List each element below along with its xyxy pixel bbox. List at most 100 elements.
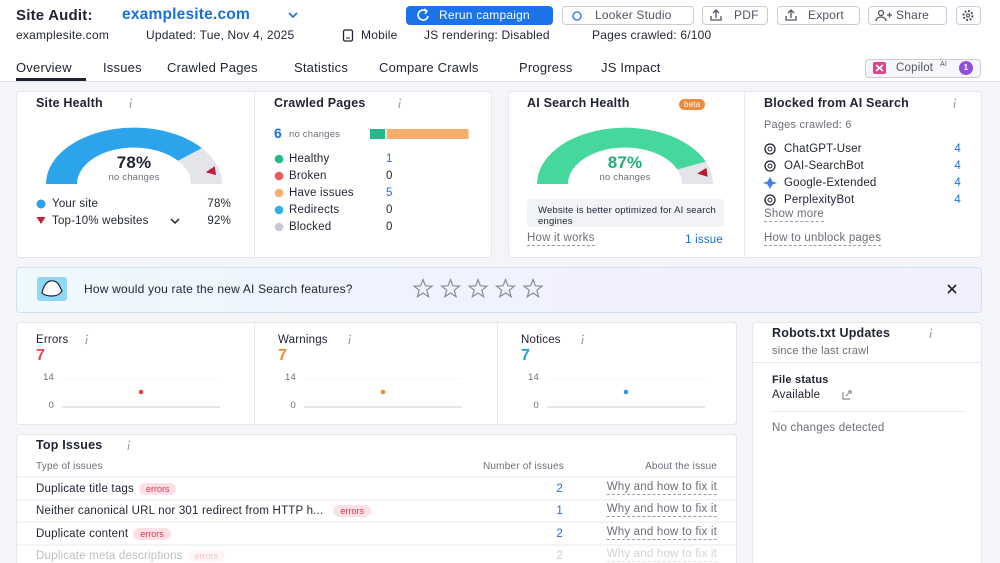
issue-tag: errors — [138, 483, 177, 495]
count-value[interactable]: 7 — [521, 346, 531, 364]
issue-count[interactable]: 2 — [556, 482, 563, 495]
divider — [772, 411, 964, 412]
copilot-button[interactable] — [865, 59, 981, 78]
status-name: Healthy — [289, 152, 330, 165]
header-button-label[interactable]: Export — [808, 7, 844, 22]
header-button[interactable] — [406, 6, 553, 25]
page-title: Site Audit: — [16, 6, 93, 24]
tab-active-underline — [16, 78, 86, 81]
issue-tag: errors — [333, 505, 371, 517]
issue-name: Duplicate title tags — [36, 483, 134, 495]
issue-count[interactable]: 2 — [556, 527, 563, 540]
header-button-label[interactable]: Looker Studio — [595, 7, 672, 22]
show-more-link[interactable]: Show more — [764, 207, 824, 222]
meta-item: Updated: Tue, Nov 4, 2025 — [146, 27, 295, 42]
tab[interactable]: Crawled Pages — [167, 59, 258, 75]
gauge-score: 78% — [116, 153, 152, 173]
divider — [254, 92, 255, 257]
fix-link[interactable]: Why and how to fix it — [606, 547, 717, 562]
domain-link[interactable]: examplesite.com — [122, 6, 250, 24]
status-value: 0 — [386, 169, 393, 182]
meta-item: examplesite.com — [16, 27, 110, 42]
issue-name: Duplicate meta descriptions — [36, 550, 183, 562]
tab[interactable]: Overview — [16, 59, 72, 75]
divider — [744, 92, 745, 257]
legend-name: Your site — [52, 197, 99, 210]
ai-message: Website is better optimized for AI searc… — [538, 205, 717, 227]
count-value[interactable]: 7 — [36, 346, 46, 364]
fix-link[interactable]: Why and how to fix it — [606, 525, 717, 540]
beta-badge: beta — [679, 98, 706, 110]
issues-summary-card — [16, 322, 737, 425]
total-pages: 6 — [274, 125, 282, 142]
card-title: AI Search Health — [527, 96, 630, 111]
copilot-badge-label: 1 — [963, 62, 969, 73]
column-header: Type of issues — [36, 461, 103, 472]
status-value: 0 — [386, 220, 393, 233]
issue-name-row: Duplicate title tags errors — [36, 481, 556, 497]
issue-tag: errors — [133, 528, 171, 540]
issue-count[interactable]: 2 — [556, 549, 563, 562]
header-button-label[interactable]: PDF — [734, 7, 759, 22]
bot-value[interactable]: 4 — [954, 193, 961, 206]
header-button-label[interactable]: Share — [896, 7, 930, 22]
issue-tag: errors — [187, 550, 226, 562]
status-value: 1 — [386, 152, 393, 165]
issue-name-row: Duplicate content errors — [36, 526, 556, 542]
fix-link[interactable]: Why and how to fix it — [606, 502, 717, 517]
card-title: Crawled Pages — [274, 96, 366, 111]
settings-button[interactable] — [956, 6, 981, 25]
divider — [753, 362, 981, 363]
count-title: Warnings — [278, 333, 328, 346]
ai-message-box — [527, 199, 724, 227]
column-header: Number of issues — [482, 461, 564, 472]
legend-name[interactable]: Top-10% websites — [52, 214, 149, 227]
header-button[interactable] — [777, 6, 860, 25]
count-title: Errors — [36, 333, 69, 346]
card-title: Blocked from AI Search — [764, 96, 909, 111]
copilot-label[interactable]: Copilot — [896, 61, 934, 74]
issue-count[interactable]: 1 — [556, 504, 563, 517]
y-tick-label: 14 — [43, 372, 54, 384]
tab[interactable]: Progress — [519, 59, 573, 75]
bot-value[interactable]: 4 — [954, 159, 961, 172]
bot-name: OAI-SearchBot — [784, 159, 864, 172]
status-value: 0 — [386, 203, 393, 216]
legend-value: 78% — [207, 197, 231, 210]
copilot-sup: AI — [940, 61, 948, 69]
header-button-label[interactable]: Rerun campaign — [439, 7, 530, 22]
total-note: no changes — [289, 129, 341, 141]
fix-link[interactable]: Why and how to fix it — [606, 480, 717, 495]
divider — [497, 323, 498, 424]
how-it-works-link[interactable]: How it works — [527, 231, 595, 246]
bot-value[interactable]: 4 — [954, 142, 961, 155]
card-title: Site Health — [36, 96, 103, 111]
status-name: Broken — [289, 169, 327, 182]
pages-crawled: Pages crawled: 6 — [764, 119, 852, 132]
legend-value: 92% — [207, 214, 231, 227]
ai-card — [508, 91, 982, 258]
issues-link[interactable]: 1 issue — [685, 233, 723, 246]
card-title: Robots.txt Updates — [772, 326, 891, 341]
unblock-link[interactable]: How to unblock pages — [764, 231, 882, 246]
y-tick-label: 0 — [290, 400, 296, 412]
gauge-note: no changes — [599, 172, 651, 184]
meta-item: Mobile — [361, 27, 398, 42]
header-button[interactable] — [562, 6, 694, 25]
y-tick-label: 0 — [533, 400, 539, 412]
y-tick-label: 0 — [48, 400, 54, 412]
issue-name: Neither canonical URL nor 301 redirect f… — [36, 505, 324, 517]
issue-name: Duplicate content — [36, 528, 129, 540]
count-title: Notices — [521, 333, 561, 346]
tab[interactable]: Compare Crawls — [379, 59, 479, 75]
tab[interactable]: JS Impact — [601, 59, 661, 75]
meta-item: JS rendering: Disabled — [424, 27, 550, 42]
bot-value[interactable]: 4 — [954, 176, 961, 189]
status-name: Have issues — [289, 186, 354, 199]
y-tick-label: 14 — [285, 372, 296, 384]
issue-name-row: Neither canonical URL nor 301 redirect f… — [36, 503, 556, 519]
tab[interactable]: Issues — [103, 59, 142, 75]
count-value[interactable]: 7 — [278, 346, 288, 364]
tab[interactable]: Statistics — [294, 59, 349, 75]
top-issues-card — [16, 434, 737, 563]
